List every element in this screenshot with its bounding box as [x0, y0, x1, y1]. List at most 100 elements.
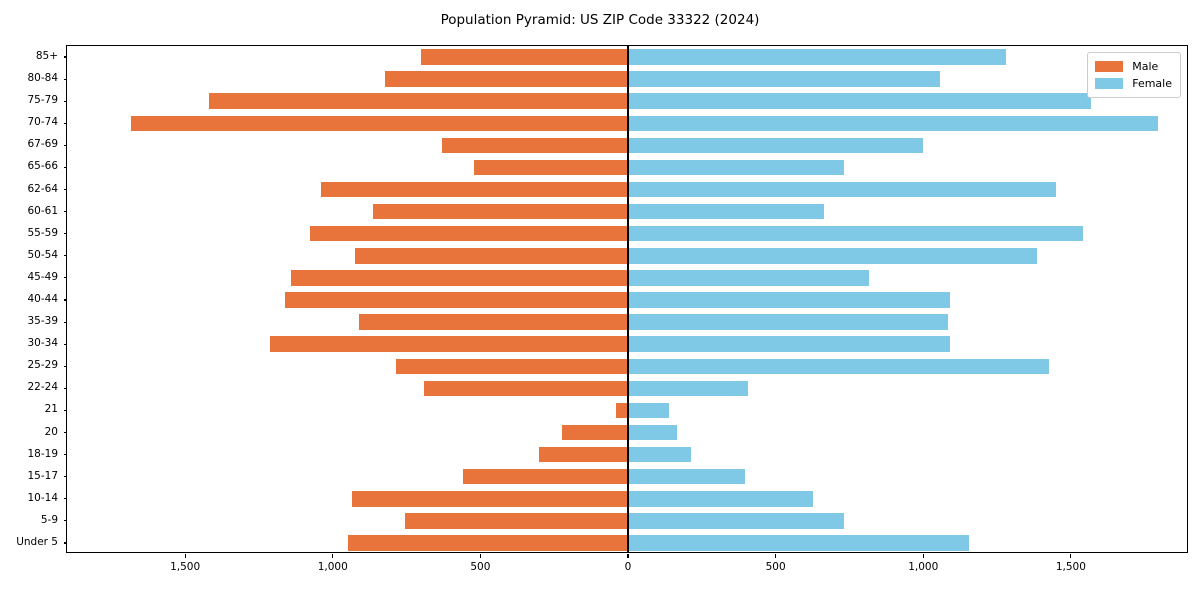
y-tick-mark — [63, 542, 67, 544]
y-tick-mark — [63, 498, 67, 500]
bar-female[interactable] — [628, 248, 1037, 264]
bar-female[interactable] — [628, 71, 940, 87]
bar-female[interactable] — [628, 491, 813, 507]
y-tick-mark — [63, 387, 67, 389]
y-tick-label: 22-24 — [27, 381, 58, 394]
bar-row — [67, 159, 1187, 176]
bar-row — [67, 71, 1187, 87]
legend-swatch-female — [1095, 78, 1124, 89]
y-tick-label: 25-29 — [27, 359, 58, 372]
bar-row — [67, 314, 1187, 330]
bar-row — [67, 380, 1187, 397]
bar-female[interactable] — [628, 380, 748, 397]
bar-male[interactable] — [320, 181, 628, 198]
bar-female[interactable] — [628, 93, 1091, 109]
bar-row — [67, 468, 1187, 485]
bar-row — [67, 402, 1187, 419]
bar-male[interactable] — [354, 248, 628, 264]
y-tick-mark — [63, 454, 67, 456]
bar-male[interactable] — [208, 93, 628, 109]
bar-male[interactable] — [462, 468, 628, 485]
x-tick-mark — [479, 554, 481, 558]
legend-item-male[interactable]: Male — [1095, 58, 1172, 75]
y-tick-label: 15-17 — [27, 469, 58, 482]
y-tick-mark — [63, 365, 67, 367]
bar-female[interactable] — [628, 513, 844, 529]
x-tick-mark — [775, 554, 777, 558]
bar-row — [67, 535, 1187, 551]
y-tick-mark — [63, 100, 67, 102]
bar-row — [67, 181, 1187, 198]
bar-male[interactable] — [615, 402, 628, 419]
y-tick-label: 62-64 — [27, 182, 58, 195]
x-tick-label: 1,000 — [317, 561, 348, 573]
y-tick-mark — [63, 233, 67, 235]
x-tick-label: 0 — [624, 561, 632, 573]
bar-male[interactable] — [561, 424, 628, 441]
x-tick-mark — [627, 554, 629, 558]
bar-male[interactable] — [131, 115, 628, 132]
bar-male[interactable] — [351, 491, 628, 507]
y-tick-label: 60-61 — [27, 204, 58, 217]
bar-row — [67, 424, 1187, 441]
y-tick-label: 30-34 — [27, 337, 58, 350]
chart-axes: 1,500 1,000 500 0 500 1,000 1,500 Male Female — [63, 45, 1188, 573]
chart-legend[interactable]: Male Female — [1087, 52, 1181, 98]
y-tick-mark — [63, 409, 67, 411]
bar-female[interactable] — [628, 226, 1083, 242]
bar-male[interactable] — [309, 226, 628, 242]
y-tick-mark — [63, 299, 67, 301]
y-tick-label: 75-79 — [27, 94, 58, 107]
bar-female[interactable] — [628, 181, 1057, 198]
bar-male[interactable] — [284, 292, 628, 308]
bar-row — [67, 93, 1187, 109]
bar-row — [67, 513, 1187, 529]
bar-female[interactable] — [628, 336, 950, 352]
bar-female[interactable] — [628, 535, 970, 551]
bar-female[interactable] — [628, 137, 924, 154]
y-tick-mark — [63, 144, 67, 146]
bar-female[interactable] — [628, 115, 1158, 132]
x-tick-mark — [184, 554, 186, 558]
bar-row — [67, 137, 1187, 154]
y-tick-mark — [63, 520, 67, 522]
bar-female[interactable] — [628, 424, 677, 441]
bar-female[interactable] — [628, 292, 950, 308]
bar-male[interactable] — [385, 71, 628, 87]
bar-male[interactable] — [421, 49, 628, 65]
bar-male[interactable] — [359, 314, 628, 330]
bar-female[interactable] — [628, 402, 670, 419]
bar-row — [67, 203, 1187, 220]
bar-male[interactable] — [424, 380, 628, 397]
bar-male[interactable] — [473, 159, 628, 176]
bar-male[interactable] — [538, 446, 628, 463]
bar-female[interactable] — [628, 446, 692, 463]
legend-item-female[interactable]: Female — [1095, 75, 1172, 92]
bar-male[interactable] — [348, 535, 628, 551]
x-tick-label: 1,500 — [170, 561, 201, 573]
bar-male[interactable] — [373, 203, 628, 220]
bar-row — [67, 248, 1187, 264]
y-tick-mark — [63, 255, 67, 257]
bar-male[interactable] — [270, 336, 628, 352]
bar-row — [67, 491, 1187, 507]
bar-female[interactable] — [628, 159, 844, 176]
y-tick-label: 20 — [44, 425, 58, 438]
y-tick-label: 55-59 — [27, 226, 58, 239]
bar-female[interactable] — [628, 468, 745, 485]
legend-label-female: Female — [1132, 77, 1172, 90]
chart-title: Population Pyramid: US ZIP Code 33322 (2… — [440, 12, 760, 28]
bar-male[interactable] — [291, 270, 628, 286]
bar-female[interactable] — [628, 49, 1006, 65]
bar-female[interactable] — [628, 270, 869, 286]
bar-male[interactable] — [396, 358, 628, 374]
bar-female[interactable] — [628, 314, 949, 330]
bar-male[interactable] — [441, 137, 628, 154]
y-tick-mark — [63, 277, 67, 279]
bar-male[interactable] — [405, 513, 628, 529]
bar-female[interactable] — [628, 203, 825, 220]
bar-female[interactable] — [628, 358, 1049, 374]
x-tick-mark — [332, 554, 334, 558]
y-tick-label: 80-84 — [27, 72, 58, 85]
bar-row — [67, 115, 1187, 132]
